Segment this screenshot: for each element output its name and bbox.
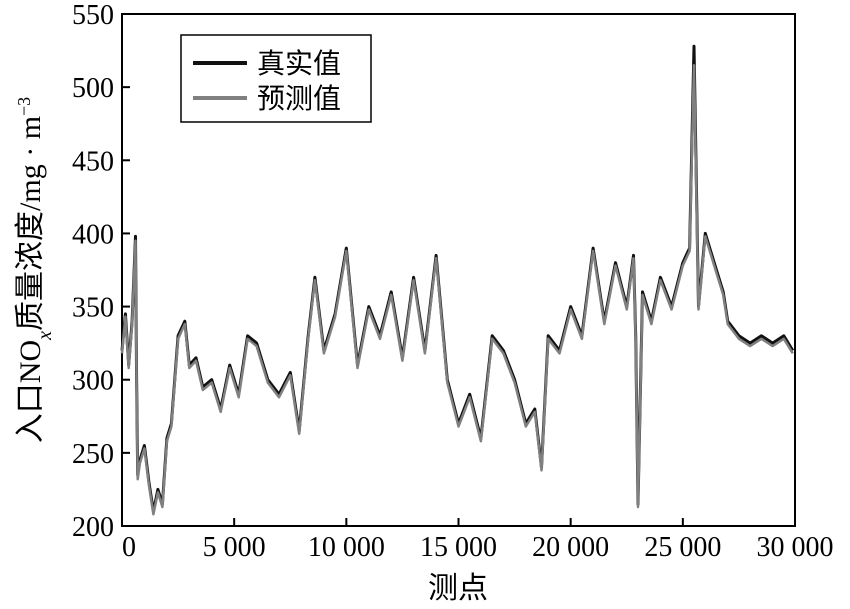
y-tick-label: 250: [72, 439, 114, 470]
y-tick-label: 550: [72, 0, 114, 31]
legend-label-预测值: 预测值: [257, 83, 341, 115]
x-tick-label: 10 000: [308, 532, 385, 563]
x-tick-label: 25 000: [644, 532, 721, 563]
y-tick-label: 200: [72, 512, 114, 543]
legend-box: [180, 34, 372, 123]
x-tick-label: 5 000: [203, 532, 266, 563]
x-axis-ticks: 0 5 000 10 000 15 000 20 000 25 000 30 000: [121, 518, 834, 563]
x-tick-label: 20 000: [532, 532, 609, 563]
legend: 真实值 预测值: [180, 34, 372, 123]
y-tick-label: 450: [72, 146, 114, 177]
legend-label-真实值: 真实值: [257, 48, 341, 80]
x-tick-label: 15 000: [420, 532, 497, 563]
y-axis-title: 入口NOx质量浓度/mg · m−3: [14, 97, 56, 443]
y-tick-label: 350: [72, 293, 114, 324]
y-tick-label: 400: [72, 219, 114, 250]
x-tick-label: 30 000: [757, 532, 834, 563]
series-line-预测值: [120, 63, 794, 516]
x-tick-label: 0: [122, 532, 136, 563]
x-axis-title: 测点: [428, 572, 488, 605]
series-layer: [120, 44, 795, 516]
y-axis-ticks: 200 250 300 350 400 450 500 550: [72, 0, 130, 543]
y-tick-label: 300: [72, 366, 114, 397]
y-tick-label: 500: [72, 73, 114, 104]
